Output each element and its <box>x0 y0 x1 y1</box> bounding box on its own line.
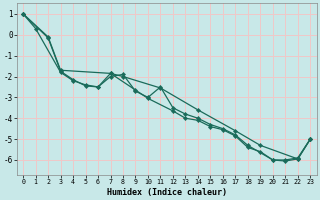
X-axis label: Humidex (Indice chaleur): Humidex (Indice chaleur) <box>107 188 227 197</box>
